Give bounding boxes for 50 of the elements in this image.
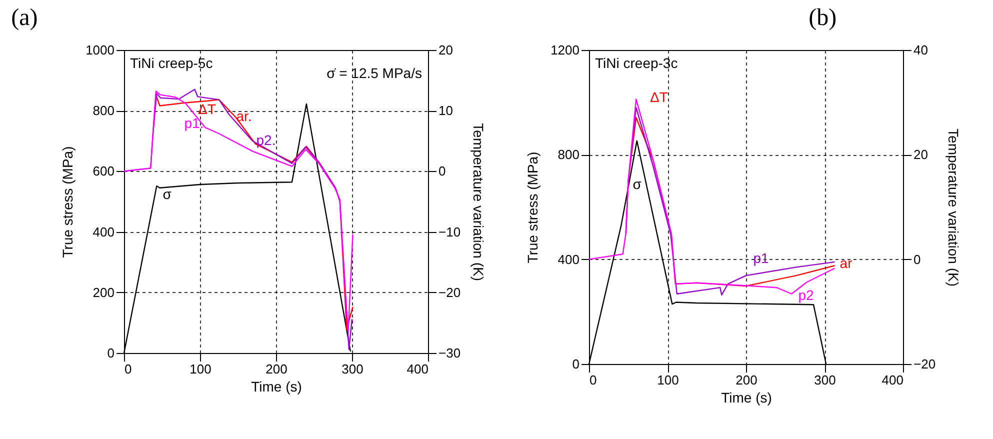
y2-axis-title: Temperature variation (K)	[946, 128, 962, 286]
chart-title: (b)	[808, 5, 837, 31]
y-tick-label: 1200	[550, 42, 580, 58]
x-tick-label: 200	[736, 372, 758, 388]
series-label: σ	[162, 186, 172, 202]
y2-tick-label: 40	[914, 42, 928, 58]
x-tick-label: 0	[590, 372, 597, 388]
y-tick-label: 0	[107, 346, 114, 360]
series-label: p2.	[256, 132, 276, 148]
annotation: TiNi creep-5c	[130, 55, 213, 71]
series-label: p1.	[184, 115, 204, 131]
y2-tick-label: −20	[914, 356, 936, 372]
annotation: ΔT	[650, 89, 668, 105]
x-tick-label: 100	[190, 362, 212, 376]
x-tick-label: 0	[124, 362, 132, 376]
x-tick-label: 400	[882, 372, 904, 388]
y-tick-label: 1000	[86, 42, 114, 58]
series-label: ar.	[236, 108, 252, 124]
series-label: p2	[798, 287, 814, 303]
y2-tick-label: 0	[438, 164, 446, 179]
y-tick-label: 200	[92, 284, 114, 300]
x-tick-label: 200	[266, 362, 288, 376]
series-label: p1	[753, 250, 769, 266]
y2-tick-label: 20	[914, 147, 928, 162]
x-tick-label: 100	[657, 372, 679, 388]
y-tick-label: 600	[92, 164, 114, 179]
y2-tick-label: −20	[438, 284, 461, 300]
y2-axis-title: Temperature variation (K)	[470, 123, 487, 281]
annotation: ΔT	[198, 101, 216, 117]
y2-tick-label: 20	[438, 42, 453, 58]
y2-tick-label: 10	[438, 103, 453, 118]
x-axis-title: Time (s)	[721, 390, 772, 406]
y2-tick-label: −10	[438, 224, 461, 240]
annotation: TiNi creep-3c	[595, 55, 678, 71]
chart-title: (a)	[11, 5, 38, 31]
x-tick-label: 300	[814, 372, 836, 388]
y-tick-label: 800	[558, 147, 580, 162]
y-tick-label: 800	[92, 103, 114, 118]
y2-tick-label: 0	[914, 252, 921, 267]
x-axis-title: Time (s)	[251, 378, 302, 394]
series-label: σ	[632, 176, 642, 192]
y-tick-label: 400	[558, 252, 580, 267]
annotation: σ̇ = 12.5 MPa/s	[326, 65, 422, 81]
y2-tick-label: −30	[438, 346, 461, 360]
y-axis-title: True stress (MPa)	[524, 152, 541, 264]
x-tick-label: 300	[342, 362, 364, 376]
series-label: ar	[840, 255, 853, 271]
y-tick-label: 400	[92, 224, 114, 240]
x-tick-label: 400	[406, 362, 428, 376]
y-axis-title: True stress (MPa)	[60, 146, 76, 258]
